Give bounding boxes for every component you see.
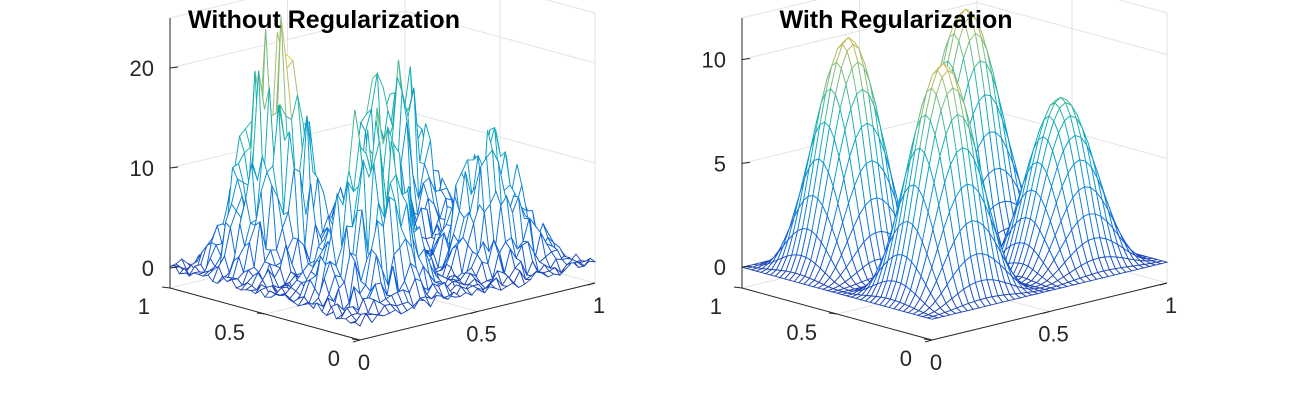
x-tick-label: 0.5 (466, 322, 497, 347)
x-tick-label: 0 (358, 350, 370, 375)
surface-mesh (169, 16, 597, 327)
y-tick-label: 0 (328, 346, 340, 371)
y-tick-label: 0.5 (214, 320, 245, 345)
box-edge (1117, 0, 1168, 14)
surface-mesh (741, 8, 1169, 320)
x-tick-mark (587, 282, 596, 286)
x-tick-mark (470, 311, 478, 314)
box-edge (545, 0, 596, 14)
z-tick-label: 5 (714, 151, 726, 176)
z-tick-label: 0 (714, 255, 726, 280)
y-tick-mark (161, 286, 171, 289)
z-tick-label: 0 (142, 256, 154, 281)
chart-title: With Regularization (779, 6, 1013, 34)
grid-line (169, 10, 406, 69)
grid-line (404, 110, 596, 164)
y-tick-label: 1 (710, 294, 722, 319)
y-tick-mark (351, 338, 361, 341)
grid-line (404, 10, 596, 64)
y-tick-label: 1 (138, 294, 150, 319)
z-tick-mark (741, 161, 751, 164)
grid-line (976, 2, 1168, 56)
x-tick-label: 0 (930, 350, 942, 375)
z-tick-mark (169, 66, 179, 69)
x-tick-mark (1042, 311, 1050, 314)
chart-panel-left: 0 0.5 1 0 0.5 1 0 10 20 Without Regularization (0, 0, 648, 420)
x-tick-label: 1 (1165, 293, 1177, 318)
x-tick-label: 1 (593, 293, 605, 318)
z-tick-label: 10 (130, 156, 154, 181)
y-tick-mark (733, 286, 743, 289)
z-tick-mark (169, 266, 179, 269)
box-edge (741, 0, 819, 19)
z-tick-label: 20 (130, 56, 154, 81)
mesh-cell (354, 312, 367, 327)
grid-line (741, 2, 978, 61)
y-tick-mark (256, 312, 266, 315)
y-tick-label: 0 (900, 346, 912, 371)
chart-panel-right: 0 0.5 1 0 0.5 1 0 5 10 With Regularization (572, 0, 1220, 420)
x-tick-mark (1159, 282, 1168, 286)
z-tick-mark (741, 58, 751, 61)
y-tick-label: 0.5 (786, 320, 817, 345)
z-tick-label: 10 (702, 48, 726, 73)
box-edge (169, 0, 247, 19)
chart-title: Without Regularization (188, 6, 460, 34)
x-tick-label: 0.5 (1038, 322, 1069, 347)
y-tick-mark (923, 338, 933, 341)
z-tick-mark (741, 265, 751, 268)
z-tick-mark (169, 166, 179, 169)
mesh-cell (925, 315, 940, 320)
y-tick-mark (828, 312, 838, 315)
